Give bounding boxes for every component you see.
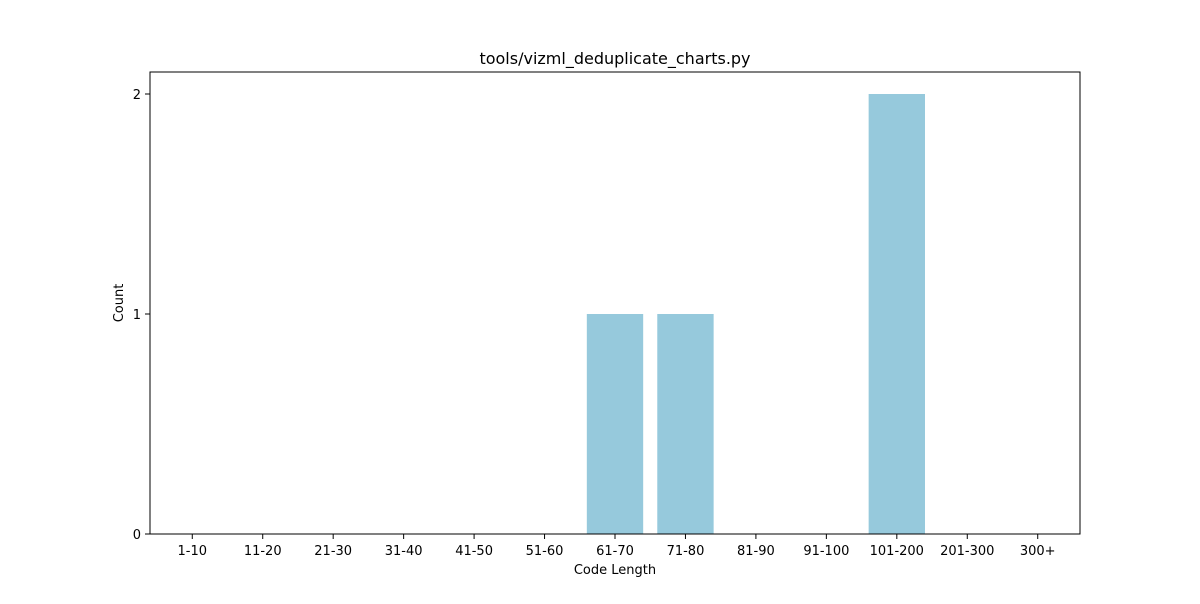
x-axis-ticks: 1-10 11-20 21-30 31-40 41-50 51-60 61-70 71-80 8… bbox=[178, 534, 1056, 559]
x-tick-label: 41-50 bbox=[455, 544, 493, 559]
y-tick-label: 2 bbox=[133, 88, 141, 103]
x-tick-label: 1-10 bbox=[178, 544, 208, 559]
x-tick-label: 71-80 bbox=[667, 544, 705, 559]
y-axis-label: Count bbox=[112, 284, 127, 323]
bar-61-70 bbox=[586, 314, 644, 534]
x-tick-label: 81-90 bbox=[737, 544, 775, 559]
x-tick-label: 11-20 bbox=[244, 544, 282, 559]
x-tick-label: 61-70 bbox=[596, 544, 634, 559]
y-axis-ticks: 0 1 2 bbox=[133, 88, 150, 543]
x-tick-label: 101-200 bbox=[870, 544, 924, 559]
x-tick-label: 91-100 bbox=[803, 544, 849, 559]
bar-71-80 bbox=[657, 314, 714, 534]
x-tick-label: 51-60 bbox=[526, 544, 564, 559]
x-axis-label: Code Length bbox=[574, 563, 656, 578]
x-tick-label: 201-300 bbox=[940, 544, 994, 559]
y-tick-label: 0 bbox=[133, 528, 141, 543]
bar-101-200 bbox=[868, 94, 925, 534]
x-tick-label: 300+ bbox=[1020, 544, 1056, 559]
bars-layer bbox=[586, 94, 925, 534]
x-tick-label: 21-30 bbox=[314, 544, 352, 559]
chart-title: tools/vizml_deduplicate_charts.py bbox=[479, 49, 750, 69]
y-tick-label: 1 bbox=[133, 308, 141, 323]
x-tick-label: 31-40 bbox=[385, 544, 423, 559]
